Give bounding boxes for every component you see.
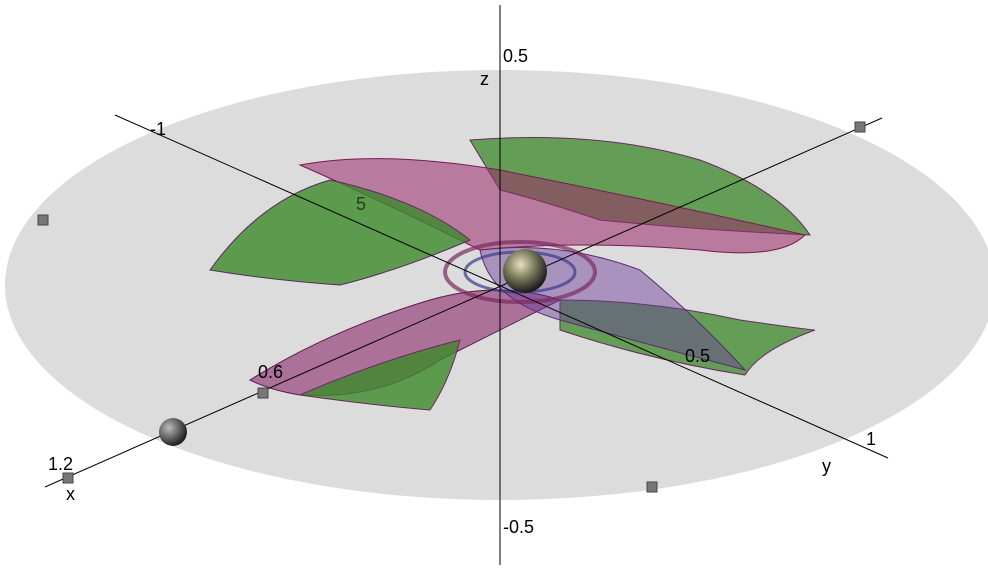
cube — [37, 214, 49, 226]
cube — [62, 472, 74, 484]
sphere — [159, 418, 187, 446]
plane — [5, 70, 988, 500]
tick-label: 5 — [356, 194, 366, 214]
tick-label: 1 — [866, 429, 876, 449]
tick-label: 1.2 — [48, 454, 73, 474]
tick-label: -1 — [150, 119, 166, 139]
central-sphere — [503, 249, 547, 293]
tick-label: 0.5 — [503, 46, 528, 66]
tick-label: 0.6 — [258, 362, 283, 382]
axis-label: z — [480, 69, 489, 89]
markers — [37, 121, 866, 493]
surface — [209, 137, 816, 411]
cube — [646, 481, 658, 493]
cube — [854, 121, 866, 133]
tick-label: -0.5 — [503, 517, 534, 537]
tick-label: 0.5 — [685, 346, 710, 366]
cube — [257, 387, 269, 399]
axis-label: x — [66, 484, 75, 504]
y-axis — [114, 114, 889, 459]
axis-label: y — [822, 456, 831, 476]
